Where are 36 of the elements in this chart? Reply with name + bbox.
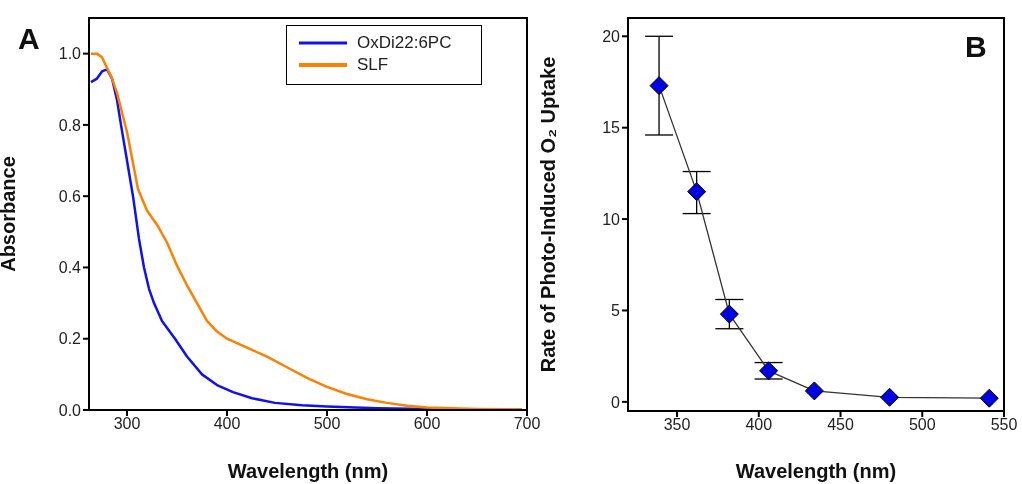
x-tick-label: 350 — [663, 416, 691, 434]
y-axis-title: Rate of Photo-Induced O₂ Uptake — [537, 56, 560, 373]
x-tick-label: 550 — [990, 416, 1018, 434]
y-tick-label: 0.6 — [58, 187, 82, 205]
point — [719, 304, 739, 324]
legend-label: SLF — [357, 55, 389, 75]
point — [649, 76, 669, 96]
y-axis-title: Absorbance — [0, 156, 20, 272]
x-tick-label: 700 — [513, 415, 541, 433]
x-tick-label: 500 — [908, 416, 936, 434]
x-tick-label: 450 — [827, 416, 854, 434]
x-tick-label: 600 — [413, 415, 441, 433]
x-tick-label: 400 — [745, 416, 773, 434]
x-tick-label: 400 — [213, 415, 241, 433]
point — [880, 387, 900, 407]
x-tick-label: 500 — [313, 415, 341, 433]
point — [687, 182, 707, 202]
y-tick-label: 0 — [611, 393, 621, 411]
x-tick-label: 300 — [113, 415, 141, 433]
y-tick-label: 0.2 — [58, 330, 82, 348]
legend-label: OxDi22:6PC — [357, 33, 452, 53]
y-tick-label: 15 — [602, 119, 621, 137]
y-tick-label: 20 — [602, 27, 621, 45]
y-tick-label: 5 — [611, 302, 621, 320]
y-tick-label: 1.0 — [58, 45, 82, 63]
x-axis-title: Wavelength (nm) — [227, 460, 389, 482]
point — [804, 381, 824, 401]
point — [759, 361, 779, 381]
y-tick-label: 10 — [602, 210, 621, 228]
point — [979, 388, 999, 408]
annotation: B — [965, 30, 987, 64]
y-tick-label: 0.0 — [58, 401, 82, 419]
y-tick-label: 0.8 — [58, 116, 82, 134]
y-tick-label: 0.4 — [58, 259, 82, 277]
x-axis-title: Wavelength (nm) — [735, 460, 897, 482]
text: A — [18, 22, 40, 56]
